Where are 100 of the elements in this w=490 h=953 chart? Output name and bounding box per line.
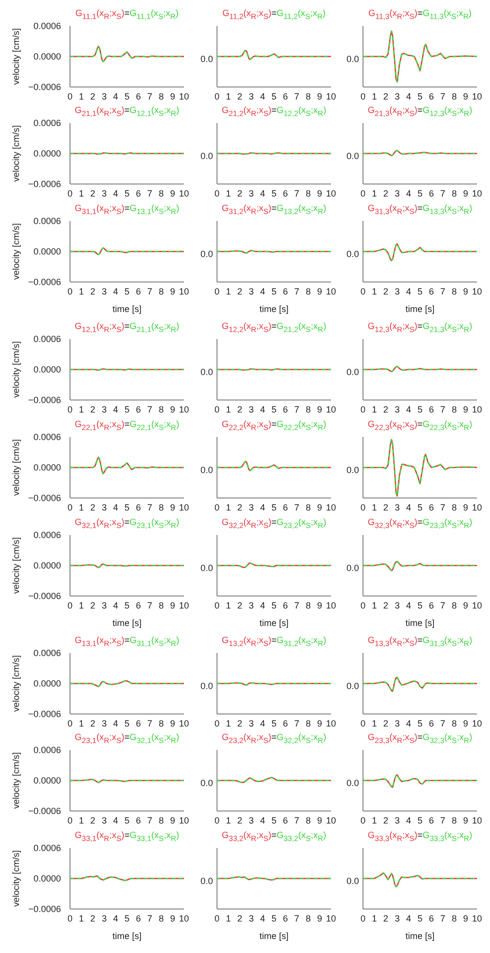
x-tick-label: 8 — [306, 815, 311, 826]
x-tick-label: 8 — [158, 188, 164, 198]
y-tick-label: 0.0000 — [33, 246, 61, 257]
x-tick-label: 9 — [463, 600, 468, 610]
x-tick-label: 4 — [260, 91, 266, 102]
chart-title: G$_{22,2}$(x$_{R}$;x$_{S}$)=G$_{22,2}$(x$_{S}$;x$_{R}$) — [222, 419, 326, 432]
x-tick-label: 8 — [306, 502, 311, 512]
x-axis-title: time [s] — [259, 304, 289, 314]
x-tick-label: 8 — [306, 913, 311, 924]
text: 0.0 — [199, 366, 213, 378]
x-tick-label: 5 — [271, 286, 277, 296]
x-tick-label: 2 — [90, 815, 96, 826]
x-tick-label: 7 — [294, 600, 300, 610]
x-tick-label: 1 — [372, 913, 377, 924]
x-tick-label: 6 — [428, 404, 434, 414]
x-tick-label: 10 — [178, 718, 190, 728]
x-tick-label: 3 — [102, 404, 107, 414]
text: 0.0 — [345, 248, 359, 260]
x-tick-label: 5 — [271, 188, 277, 198]
x-tick-label: 10 — [472, 404, 482, 414]
x-tick-label: 7 — [294, 815, 300, 826]
x-tick-label: 10 — [326, 600, 336, 610]
x-tick-label: 3 — [102, 188, 107, 198]
x-tick-label: 4 — [260, 815, 266, 826]
x-tick-label: 8 — [452, 188, 457, 198]
x-tick-label: 4 — [406, 913, 412, 924]
x-tick-label: 1 — [372, 188, 377, 198]
x-tick-label: 5 — [124, 91, 130, 102]
x-tick-label: 5 — [417, 718, 423, 728]
x-tick-label: 5 — [124, 815, 130, 826]
x-tick-label: 4 — [260, 404, 266, 414]
x-tick-label: 7 — [440, 913, 446, 924]
x-tick-label: 0 — [214, 404, 220, 414]
x-tick-label: 4 — [260, 502, 266, 512]
x-tick-label: 4 — [260, 286, 266, 296]
x-tick-label: 5 — [417, 815, 423, 826]
text: 0.0 — [345, 464, 359, 476]
x-tick-label: 2 — [383, 913, 388, 924]
x-tick-label: 9 — [463, 91, 468, 102]
x-tick-label: 5 — [417, 600, 423, 610]
x-tick-label: 6 — [428, 286, 434, 296]
x-tick-label: 7 — [294, 502, 300, 512]
x-axis-title: time [s] — [405, 618, 435, 628]
x-tick-label: 0 — [360, 502, 366, 512]
x-tick-label: 9 — [463, 815, 468, 826]
x-tick-label: 9 — [170, 815, 176, 826]
x-tick-label: 2 — [383, 286, 388, 296]
chart-title: G$_{21,3}$(x$_{R}$;x$_{S}$)=G$_{12,3}$(x$_{S}$;x$_{R}$) — [368, 105, 472, 118]
chart-title: G$_{13,3}$(x$_{R}$;x$_{S}$)=G$_{31,3}$(x$_{S}$;x$_{R}$) — [368, 635, 472, 648]
x-tick-label: 2 — [237, 913, 242, 924]
x-tick-label: 3 — [102, 718, 107, 728]
x-tick-label: 3 — [248, 718, 254, 728]
x-tick-label: 7 — [440, 718, 446, 728]
x-tick-label: 3 — [248, 188, 254, 198]
x-tick-label: 6 — [428, 913, 434, 924]
chart-title: G$_{11,2}$(x$_{R}$;x$_{S}$)=G$_{11,2}$(x$_{S}$;x$_{R}$) — [222, 8, 326, 21]
x-tick-label: 4 — [113, 91, 118, 102]
chart-title: G$_{11,3}$(x$_{R}$;x$_{S}$)=G$_{11,3}$(x$_{S}$;x$_{R}$) — [368, 8, 472, 21]
x-tick-label: 0 — [67, 286, 73, 296]
y-tick-label: 0.0000 — [33, 874, 61, 884]
x-tick-label: 1 — [78, 91, 84, 102]
x-tick-label: 4 — [113, 913, 118, 924]
y-tick-label: −0.0006 — [28, 277, 61, 288]
x-tick-label: 6 — [428, 815, 434, 826]
x-tick-label: 5 — [271, 913, 277, 924]
x-tick-label: 7 — [147, 718, 152, 728]
x-tick-label: 2 — [90, 286, 96, 296]
text: 0.0 — [199, 680, 213, 692]
x-tick-label: 9 — [317, 718, 322, 728]
x-tick-label: 0 — [67, 815, 73, 826]
y-tick-label: −0.0006 — [28, 179, 61, 190]
x-tick-label: 4 — [406, 600, 412, 610]
x-tick-label: 7 — [147, 286, 152, 296]
text: 0.0 — [199, 248, 213, 260]
x-tick-label: 2 — [383, 718, 388, 728]
x-tick-label: 3 — [248, 404, 254, 414]
x-tick-label: 8 — [158, 600, 164, 610]
x-tick-label: 1 — [78, 286, 84, 296]
x-tick-label: 6 — [136, 188, 141, 198]
y-tick-label: 0.0000 — [33, 560, 61, 571]
x-tick-label: 9 — [317, 286, 322, 296]
x-tick-label: 5 — [271, 502, 277, 512]
x-tick-label: 10 — [472, 91, 482, 102]
x-axis-title: time [s] — [259, 931, 289, 941]
x-tick-label: 6 — [136, 502, 141, 512]
x-tick-label: 2 — [237, 502, 242, 512]
x-tick-label: 10 — [326, 502, 336, 512]
x-tick-label: 10 — [178, 188, 190, 198]
x-tick-label: 9 — [317, 815, 322, 826]
x-tick-label: 0 — [214, 188, 220, 198]
x-tick-label: 1 — [372, 600, 377, 610]
x-tick-label: 4 — [260, 600, 266, 610]
chart-title: G$_{33,3}$(x$_{R}$;x$_{S}$)=G$_{33,3}$(x$_{S}$;x$_{R}$) — [368, 830, 472, 843]
x-tick-label: 5 — [124, 404, 130, 414]
x-tick-label: 7 — [147, 815, 152, 826]
x-tick-label: 3 — [102, 815, 107, 826]
chart-title: G$_{31,3}$(x$_{R}$;x$_{S}$)=G$_{13,3}$(x$_{S}$;x$_{R}$) — [368, 203, 472, 216]
x-tick-label: 5 — [271, 600, 277, 610]
x-tick-label: 3 — [248, 91, 254, 102]
x-tick-label: 0 — [214, 815, 220, 826]
